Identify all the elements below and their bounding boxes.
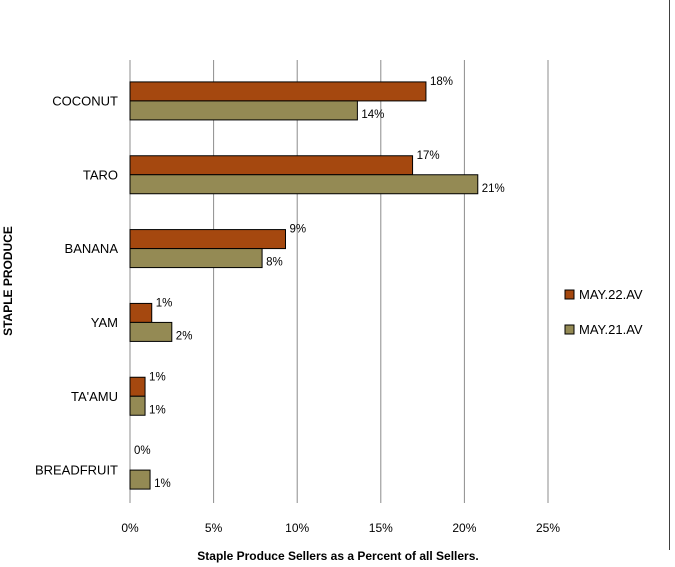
x-tick-label: 10% (285, 521, 309, 535)
category-labels: COCONUT TARO BANANA YAM TA'AMU BREADFRUIT (35, 93, 118, 477)
x-tick-labels: 0% 5% 10% 15% 20% 25% (121, 521, 560, 535)
data-label: 21% (482, 183, 505, 195)
category-label: TA'AMU (71, 389, 118, 404)
bar (129, 302, 153, 323)
x-tick-label: 0% (121, 521, 139, 535)
chart-frame-border (669, 0, 670, 550)
x-tick-label: 5% (205, 521, 223, 535)
category-label: YAM (91, 315, 118, 330)
bars: 18% 14% 17% 21% 9% 8% 1% 2% 1% 1% 0% 1% (129, 76, 505, 490)
x-tick-label: 15% (369, 521, 393, 535)
data-label: 17% (417, 150, 440, 162)
data-label: 1% (149, 404, 166, 416)
bar (129, 376, 146, 397)
data-label: 9% (289, 224, 306, 236)
bar (129, 174, 479, 195)
data-label: 8% (266, 257, 283, 269)
data-label: 2% (176, 330, 193, 342)
data-label: 14% (361, 109, 384, 121)
data-label: 1% (156, 297, 173, 309)
bar (129, 155, 414, 176)
legend-swatch (564, 324, 575, 335)
bar (129, 248, 263, 269)
bar (129, 100, 358, 121)
x-tick-label: 25% (536, 521, 560, 535)
bar (129, 321, 173, 342)
legend-label: MAY.22.AV (579, 287, 643, 302)
bar (129, 81, 427, 102)
data-label: 18% (430, 76, 453, 88)
x-axis-title: Staple Produce Sellers as a Percent of a… (197, 549, 478, 563)
category-label: COCONUT (52, 93, 118, 108)
category-label: TARO (83, 167, 118, 182)
category-label: BREADFRUIT (35, 463, 118, 478)
y-axis-title: STAPLE PRODUCE (1, 226, 15, 336)
legend: MAY.22.AV MAY.21.AV (564, 287, 643, 337)
data-label: 1% (149, 371, 166, 383)
bar (129, 469, 151, 490)
legend-swatch (564, 289, 575, 300)
x-tick-label: 20% (452, 521, 476, 535)
gridlines (129, 60, 549, 503)
legend-label: MAY.21.AV (579, 322, 643, 337)
bar (129, 395, 146, 416)
bar (129, 229, 286, 250)
category-label: BANANA (65, 241, 119, 256)
data-label: 1% (154, 478, 171, 490)
data-label: 0% (134, 445, 151, 457)
